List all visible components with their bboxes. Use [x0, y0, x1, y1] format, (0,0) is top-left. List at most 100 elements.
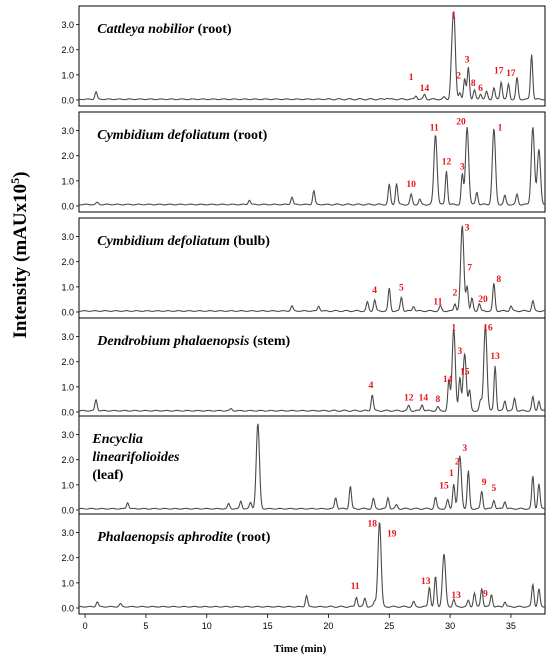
y-tick-label: 2.0	[61, 455, 74, 465]
y-tick-label: 1.0	[61, 70, 74, 80]
y-axis-label: Intensity (mAUx105)	[8, 172, 31, 339]
peak-label: 11	[433, 297, 442, 307]
panel-frame	[78, 111, 546, 213]
peak-label: 3	[462, 444, 467, 454]
x-tick-label: 30	[445, 621, 455, 631]
y-axis-label-main: Intensity (mAUx10	[10, 184, 31, 339]
x-axis: 0 5 10 15 20 25 30 35	[83, 614, 516, 631]
y-tick-label: 2.0	[61, 553, 74, 563]
x-tick-label: 5	[143, 621, 148, 631]
y-tick-label: 0.0	[61, 408, 74, 418]
peak-label: 20	[478, 295, 488, 305]
peak-label: 5	[492, 484, 497, 494]
x-tick-label: 20	[323, 621, 333, 631]
panel-title-species: Dendrobium phalaenopsis	[96, 334, 253, 349]
panel-title-species: Cymbidium defoliatum	[97, 234, 233, 249]
panel-frame	[78, 217, 546, 319]
chromatogram-trace	[78, 225, 546, 313]
chromatogram-trace	[79, 521, 546, 608]
y-tick-label: 2.0	[61, 151, 74, 161]
y-tick-label: 0.0	[61, 96, 74, 106]
peak-label: 7	[467, 264, 472, 274]
x-tick-label: 10	[202, 621, 212, 631]
peak-label: 9	[482, 478, 487, 488]
y-axis-label-close: )	[10, 172, 31, 178]
peak-label: 9	[483, 590, 488, 600]
y-tick-label: 3.0	[61, 332, 74, 342]
peak-label: 11	[430, 124, 439, 134]
peak-label: 14	[420, 84, 430, 94]
panel-frame	[78, 415, 546, 517]
y-tick-label: 0.0	[61, 308, 74, 318]
panel-title-species: Cattleya nobilior	[97, 22, 197, 37]
peak-label: 8	[496, 275, 501, 285]
peak-label: 3	[465, 223, 470, 233]
panel-title-line-2: linearifolioides	[92, 450, 180, 465]
peak-label: 1	[451, 323, 456, 333]
x-tick-label: 35	[506, 621, 516, 631]
peak-label: 4	[369, 381, 374, 391]
panel-title: Encyclia linearifolioides (leaf)	[91, 432, 180, 483]
panel-4: 0.0 1.0 2.0 3.0 Dendrobium phalaenopsis (ste…	[61, 317, 546, 419]
y-axis-label-superscript: 5	[8, 178, 22, 184]
peak-label: 3	[465, 55, 470, 65]
y-tick-label: 1.0	[61, 382, 74, 392]
y-tick-label: 3.0	[61, 430, 74, 440]
peak-label: 3	[457, 347, 462, 357]
panel-title-line-3: (leaf)	[92, 468, 123, 483]
peak-label: 2	[455, 458, 460, 468]
panel-title: Phalaenopsis aphrodite (root)	[97, 530, 271, 545]
panel-2: 0.0 1.0 2.0 3.0 Cymbidium defoliatum (root) 1…	[61, 111, 546, 213]
peak-label: 19	[387, 529, 397, 539]
peak-label: 16	[483, 323, 493, 333]
y-tick-label: 1.0	[61, 480, 74, 490]
y-tick-label: 1.0	[61, 578, 74, 588]
panel-title-line-1: Encyclia	[91, 432, 143, 447]
y-tick-label: 2.0	[61, 257, 74, 267]
peak-label: 6	[478, 84, 483, 94]
peak-label: 18	[367, 519, 377, 529]
panel-title-tissue: (root)	[233, 128, 267, 143]
peak-label: 17	[506, 69, 516, 79]
panel-1: 0.0 1.0 2.0 3.0 Cattleya nobilior (root) 1 328…	[61, 5, 546, 107]
y-tick-label: 0.0	[61, 604, 74, 614]
peak-label: 8	[436, 395, 441, 405]
peak-label: 12	[442, 158, 452, 168]
panel-title-species: Phalaenopsis aphrodite	[97, 530, 236, 545]
peak-label: 15	[460, 367, 470, 377]
x-tick-label: 0	[83, 621, 88, 631]
peak-label: 11	[351, 582, 360, 592]
peak-label: 5	[399, 284, 404, 294]
peak-label: 4	[372, 286, 377, 296]
y-tick-label: 1.0	[61, 282, 74, 292]
peak-label: 1	[451, 11, 456, 21]
peak-label: 20	[456, 117, 466, 127]
y-tick-label: 0.0	[61, 506, 74, 516]
peak-label: 2	[456, 72, 461, 82]
panel-frame	[78, 5, 546, 107]
panel-title-tissue: (stem)	[253, 334, 291, 349]
panel-title: Dendrobium phalaenopsis (stem)	[96, 334, 290, 349]
y-tick-label: 3.0	[61, 126, 74, 136]
panel-title: Cymbidium defoliatum (bulb)	[97, 234, 270, 249]
peak-label: 1	[409, 73, 414, 83]
panel-title: Cattleya nobilior (root)	[97, 22, 232, 37]
peak-label: 12	[404, 394, 414, 404]
peak-label: 13	[451, 591, 461, 601]
peak-label: 17	[494, 67, 504, 77]
panel-3: 0.0 1.0 2.0 3.0 Cymbidium defoliatum (bulb) 3…	[61, 217, 546, 319]
panel-5: 0.0 1.0 2.0 3.0 Encyclia linearifolioides (lea…	[61, 415, 546, 517]
y-tick-label: 0.0	[61, 202, 74, 212]
y-tick-label: 2.0	[61, 357, 74, 367]
chromatogram-trace	[78, 423, 546, 510]
x-axis-label: Time (min)	[274, 643, 327, 655]
peak-label: 2	[453, 289, 458, 299]
y-tick-label: 3.0	[61, 20, 74, 30]
chromatogram-panels: 0.01.02.03.0 Cattleya nobilior (root)1328…	[61, 5, 546, 615]
panel-title-tissue: (root)	[198, 22, 232, 37]
peak-label: 14	[443, 375, 453, 385]
y-tick-label: 1.0	[61, 176, 74, 186]
peak-label: 14	[419, 394, 429, 404]
peak-label: 1	[498, 124, 503, 134]
